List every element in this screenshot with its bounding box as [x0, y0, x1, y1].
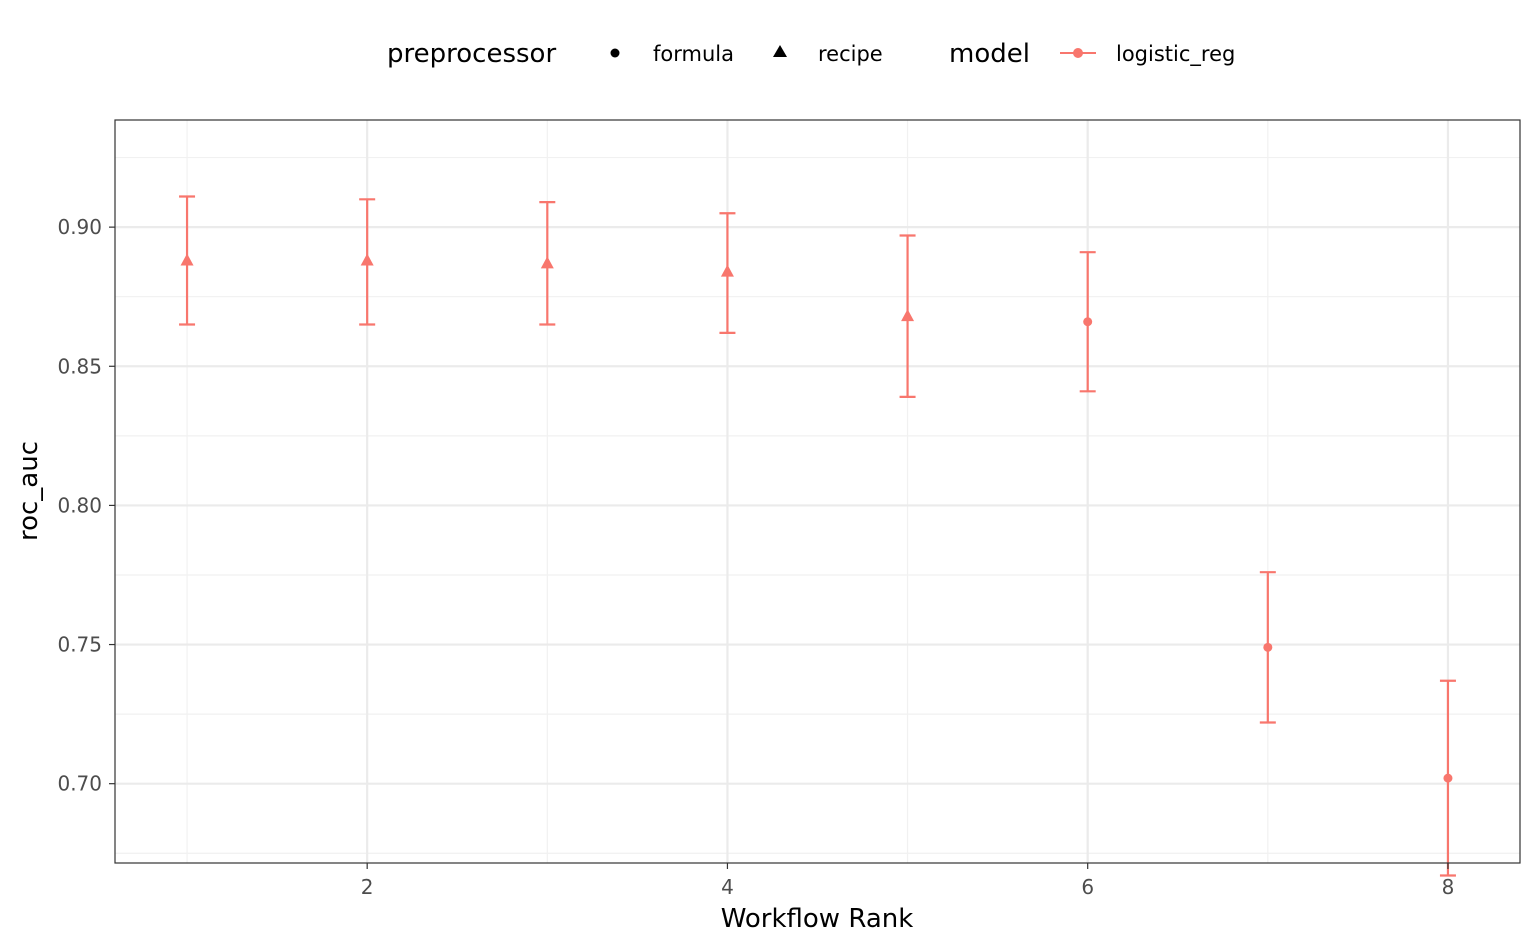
- data-point-recipe: [720, 264, 734, 277]
- x-tick-label: 2: [361, 875, 374, 899]
- plot-panel: [115, 120, 1520, 863]
- legend-label-logistic-reg: logistic_reg: [1116, 42, 1235, 67]
- x-tick-label: 8: [1442, 875, 1455, 899]
- legend-title-model: model: [949, 39, 1030, 69]
- legend-key-formula-circle: [610, 48, 620, 58]
- y-tick-label: 0.90: [57, 215, 102, 239]
- legend-key-recipe-triangle: [773, 45, 787, 57]
- x-axis-title: Workflow Rank: [721, 904, 914, 934]
- x-axis: 2 4 6 8: [361, 863, 1455, 899]
- legend-label-recipe: recipe: [818, 42, 883, 66]
- y-axis: 0.70 0.75 0.80 0.85 0.90: [57, 215, 115, 796]
- data-marks: [179, 195, 1456, 877]
- legend: preprocessor formula recipe model logist…: [387, 39, 1235, 69]
- y-tick-label: 0.85: [57, 354, 102, 378]
- data-point-recipe: [360, 253, 374, 266]
- y-tick-label: 0.75: [57, 633, 102, 657]
- x-tick-label: 4: [721, 875, 734, 899]
- legend-label-formula: formula: [653, 42, 734, 66]
- data-point-recipe: [901, 309, 915, 322]
- legend-key-logistic-reg-point: [1073, 48, 1083, 58]
- y-tick-label: 0.70: [57, 772, 102, 796]
- data-point-formula: [1083, 317, 1093, 327]
- x-tick-label: 6: [1081, 875, 1094, 899]
- y-axis-title: roc_auc: [14, 441, 44, 541]
- y-tick-label: 0.80: [57, 493, 102, 517]
- plot-panel-border: [114, 119, 1521, 864]
- data-point-recipe: [180, 253, 194, 266]
- data-point-formula: [1443, 773, 1453, 783]
- data-point-recipe: [540, 256, 554, 269]
- data-point-formula: [1263, 642, 1273, 652]
- legend-title-preprocessor: preprocessor: [387, 39, 556, 69]
